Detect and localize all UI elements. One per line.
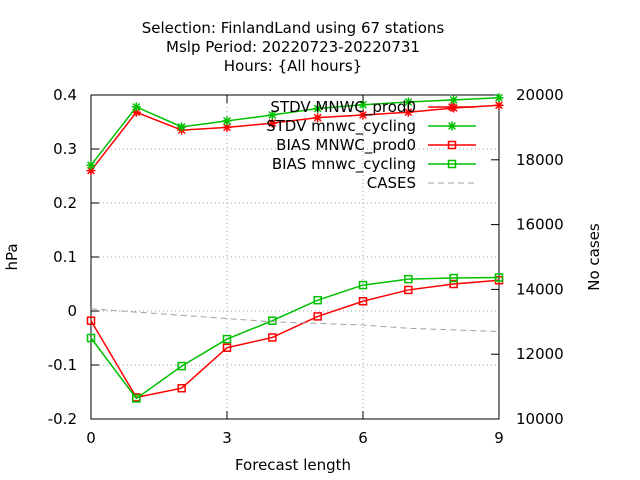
series-3-point	[268, 316, 277, 325]
y-tick-label: 0.1	[53, 248, 77, 266]
legend-label: STDV MNWC_prod0	[270, 98, 416, 117]
x-tick-label: 6	[358, 429, 368, 447]
y-tick-label: 0	[67, 302, 77, 320]
series-1-point	[449, 95, 459, 105]
series-line-4	[90, 308, 500, 333]
y2-tick-label: 18000	[516, 151, 564, 169]
y2-tick-label: 20000	[516, 86, 564, 104]
y2-tick-label: 10000	[516, 410, 564, 428]
legend-marker	[447, 121, 457, 131]
series-1-point	[403, 97, 413, 107]
legend-marker	[447, 102, 457, 112]
series-3-point	[494, 273, 504, 282]
series-1-point	[222, 116, 232, 126]
series-3-point	[222, 334, 232, 344]
series-0-point	[313, 113, 323, 123]
series-1-point	[86, 160, 96, 170]
x-axis-label: Forecast length	[235, 456, 351, 474]
series-line-2	[90, 279, 500, 399]
series-3-point	[132, 394, 141, 403]
y-tick-label: -0.2	[48, 410, 77, 428]
y2-tick-label: 16000	[516, 216, 564, 234]
y2-axis-label: No cases	[585, 223, 603, 291]
series-1-point	[131, 102, 141, 112]
series-0-point	[131, 107, 141, 117]
legend-label: STDV mnwc_cycling	[266, 117, 416, 136]
series-0-point	[222, 122, 232, 132]
series-0-point	[86, 166, 96, 176]
chart-title-line-1: Selection: FinlandLand using 67 stations	[142, 19, 445, 37]
series-3-point	[86, 333, 96, 343]
legend-marker	[447, 159, 457, 169]
series-1-point	[267, 110, 277, 120]
legend-marker	[447, 140, 457, 150]
x-tick-label: 0	[86, 429, 96, 447]
legend-label: BIAS mnwc_cycling	[272, 155, 416, 174]
y-axis-label: hPa	[3, 243, 21, 270]
chart-title-line-3: Hours: {All hours}	[224, 57, 362, 75]
series-2-point	[177, 383, 186, 393]
series-3-point	[313, 295, 322, 305]
legend-label: BIAS MNWC_prod0	[276, 136, 416, 155]
series-0-point	[494, 100, 504, 110]
series-3-point	[177, 361, 186, 371]
series-2-point	[313, 312, 322, 321]
x-tick-label: 3	[222, 429, 232, 447]
series-1-point	[177, 122, 187, 132]
series-3-point	[449, 273, 458, 283]
series-2-point	[449, 279, 458, 289]
chart-title-line-2: Mslp Period: 20220723-20220731	[166, 38, 420, 56]
x-tick-label: 9	[494, 429, 504, 447]
series-2-point	[86, 316, 96, 325]
series-0-point	[403, 107, 413, 117]
legend-label: CASES	[367, 174, 416, 192]
series-1-point	[358, 100, 368, 110]
series-2-point	[268, 333, 277, 342]
series-line-0	[90, 104, 500, 172]
y2-tick-label: 14000	[516, 280, 564, 298]
y-tick-label: 0.2	[53, 194, 77, 212]
y-tick-label: 0.4	[53, 86, 77, 104]
series-1-point	[313, 104, 323, 113]
series-1-point	[494, 93, 504, 103]
series-2-point	[222, 343, 232, 352]
series-line-3	[90, 276, 500, 400]
y2-tick-label: 12000	[516, 345, 564, 363]
series-3-point	[358, 280, 368, 290]
y-tick-label: -0.1	[48, 356, 77, 374]
series-line-1	[90, 96, 500, 166]
y-tick-label: 0.3	[53, 140, 77, 158]
series-2-point	[404, 285, 413, 295]
series-0-point	[358, 110, 368, 120]
series-2-point	[358, 297, 368, 306]
series-3-point	[404, 274, 413, 284]
series-0-point	[267, 118, 277, 128]
